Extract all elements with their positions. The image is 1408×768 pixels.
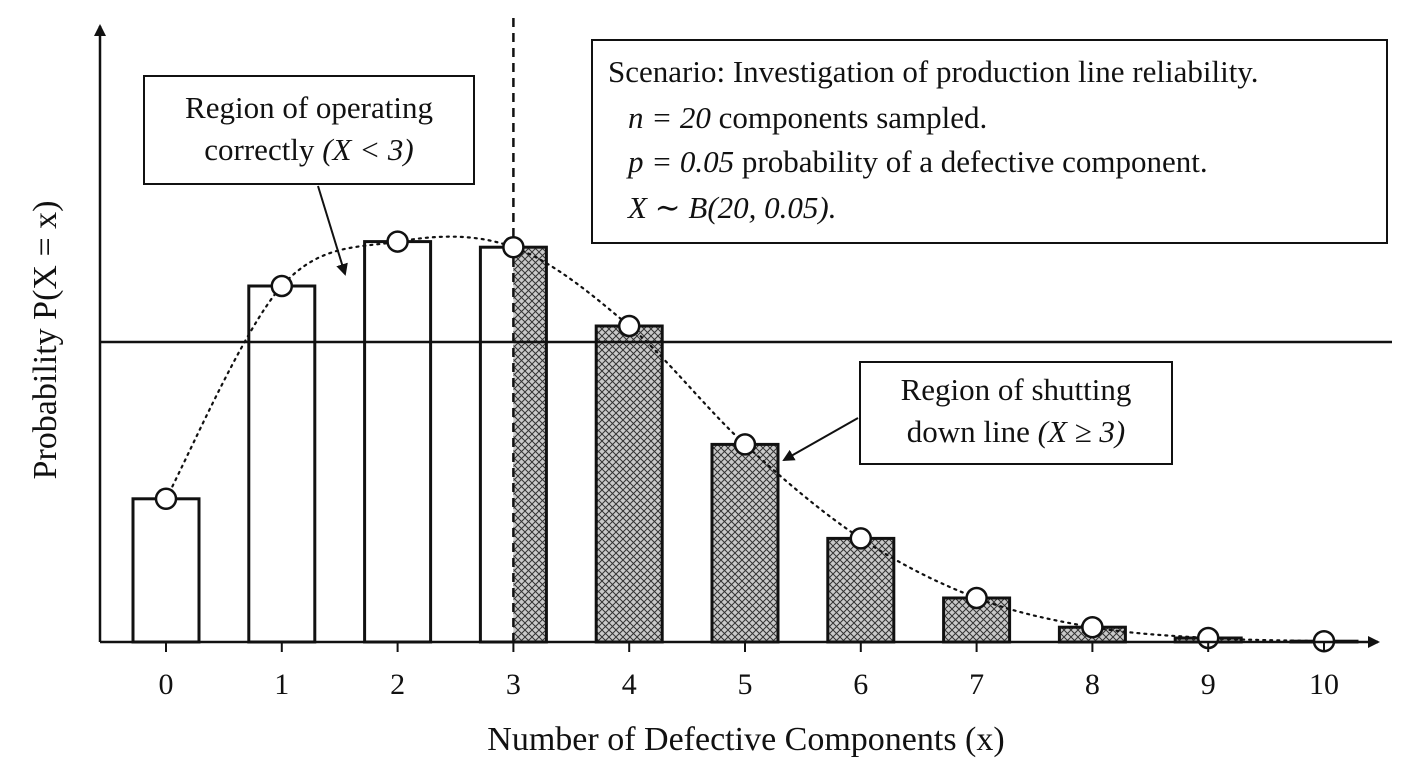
x-tick-label-4: 4: [622, 668, 637, 701]
operating-region-line2-prefix: correctly: [204, 132, 322, 167]
point-0: [154, 487, 178, 511]
point-6: [849, 527, 873, 550]
bar-3-hatched-half: [513, 247, 547, 642]
operating-region-line2: correctly (X < 3): [204, 132, 413, 167]
point-7: [965, 586, 988, 610]
shutdown-region-arrow: [782, 417, 859, 461]
shutdown-region-line2-math: (X ≥ 3): [1038, 414, 1126, 449]
point-8: [1081, 615, 1104, 639]
x-tick-label-10: 10: [1309, 668, 1339, 701]
operating-region-arrow: [317, 185, 348, 276]
x-tick-label-8: 8: [1085, 668, 1100, 701]
bar-2: [363, 240, 433, 644]
bar-0: [131, 497, 201, 644]
scenario-line2-math: n = 20: [628, 100, 711, 135]
x-axis-title: Number of Defective Components (x): [487, 721, 1004, 758]
y-axis-title: Probability P(X = x): [27, 201, 64, 480]
x-tick-label-7: 7: [969, 668, 984, 701]
shutdown-region-box: [859, 361, 1173, 465]
x-tick-label-2: 2: [390, 668, 405, 701]
scenario-line2-rest: components sampled.: [711, 100, 987, 135]
scenario-line3-math: p = 0.05: [626, 144, 734, 179]
probability-curve: [164, 235, 1326, 643]
scenario-annotation: Scenario: Investigation of production li…: [591, 39, 1388, 244]
bar-5: [710, 442, 780, 644]
scenario-line1: Scenario: Investigation of production li…: [608, 54, 1259, 89]
x-tick-label-5: 5: [738, 668, 753, 701]
bar-3: [478, 245, 548, 644]
shutdown-region-line2: down line (X ≥ 3): [907, 414, 1125, 449]
scenario-line3: p = 0.05 probability of a defective comp…: [626, 144, 1208, 179]
scenario-line4-math: X ∼ B(20, 0.05).: [626, 190, 837, 225]
shutdown-region-line1: Region of shutting: [901, 372, 1132, 407]
point-2: [386, 230, 409, 253]
operating-region-line2-math: (X < 3): [322, 132, 414, 167]
x-tick-label-1: 1: [274, 668, 289, 701]
x-tick-label-0: 0: [159, 668, 174, 701]
scenario-line3-rest: probability of a defective component.: [734, 144, 1207, 179]
point-3: [502, 235, 525, 259]
point-1: [270, 274, 294, 298]
x-tick-label-6: 6: [853, 668, 868, 701]
operating-region-annotation: Region of operating correctly (X < 3): [143, 75, 475, 276]
reference-line-layer: [100, 18, 1392, 642]
curve-layer: [164, 235, 1326, 643]
scenario-line2: n = 20 components sampled.: [628, 100, 987, 135]
bar-6: [826, 536, 896, 644]
shutdown-region-annotation: Region of shutting down line (X ≥ 3): [782, 361, 1173, 465]
point-4: [617, 314, 641, 338]
scenario-box: [591, 39, 1388, 244]
scenario-line4: X ∼ B(20, 0.05).: [626, 190, 837, 225]
tick-labels-layer: 0 1 2 3 4 5 6 7 8 9 10: [159, 642, 1339, 701]
bar-4: [594, 324, 664, 644]
y-axis-title-text: Probability P(X = x): [27, 201, 64, 480]
bar-1: [247, 284, 317, 644]
axes-layer: [94, 24, 1380, 648]
x-tick-label-9: 9: [1201, 668, 1216, 701]
operating-region-box: [143, 75, 475, 185]
x-tick-label-3: 3: [506, 668, 521, 701]
operating-region-line1: Region of operating: [185, 90, 433, 125]
point-5: [733, 433, 757, 456]
shutdown-region-line2-prefix: down line: [907, 414, 1038, 449]
